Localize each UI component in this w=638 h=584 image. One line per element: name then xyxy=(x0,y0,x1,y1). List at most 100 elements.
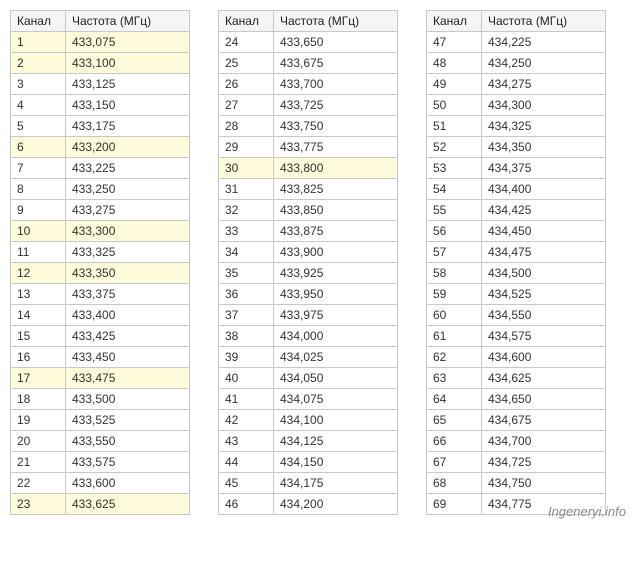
cell-channel: 50 xyxy=(427,95,482,116)
cell-frequency: 433,475 xyxy=(66,368,190,389)
cell-channel: 68 xyxy=(427,473,482,494)
cell-channel: 69 xyxy=(427,494,482,515)
cell-frequency: 434,100 xyxy=(274,410,398,431)
cell-frequency: 434,525 xyxy=(482,284,606,305)
table-row: 9433,275 xyxy=(11,200,190,221)
cell-frequency: 434,375 xyxy=(482,158,606,179)
cell-frequency: 434,700 xyxy=(482,431,606,452)
cell-frequency: 433,125 xyxy=(66,74,190,95)
cell-frequency: 433,300 xyxy=(66,221,190,242)
table-row: 17433,475 xyxy=(11,368,190,389)
cell-channel: 61 xyxy=(427,326,482,347)
table-row: 40434,050 xyxy=(219,368,398,389)
cell-channel: 52 xyxy=(427,137,482,158)
table-row: 7433,225 xyxy=(11,158,190,179)
cell-channel: 45 xyxy=(219,473,274,494)
frequency-tables: Канал Частота (МГц) 1433,0752433,1003433… xyxy=(10,10,628,515)
table-row: 68434,750 xyxy=(427,473,606,494)
cell-channel: 40 xyxy=(219,368,274,389)
cell-frequency: 433,375 xyxy=(66,284,190,305)
table-row: 38434,000 xyxy=(219,326,398,347)
cell-frequency: 433,325 xyxy=(66,242,190,263)
cell-frequency: 433,525 xyxy=(66,410,190,431)
cell-frequency: 434,050 xyxy=(274,368,398,389)
cell-frequency: 434,350 xyxy=(482,137,606,158)
cell-frequency: 433,350 xyxy=(66,263,190,284)
cell-channel: 10 xyxy=(11,221,66,242)
cell-frequency: 434,550 xyxy=(482,305,606,326)
cell-frequency: 434,400 xyxy=(482,179,606,200)
table-row: 66434,700 xyxy=(427,431,606,452)
table-row: 5433,175 xyxy=(11,116,190,137)
table-row: 35433,925 xyxy=(219,263,398,284)
table-row: 47434,225 xyxy=(427,32,606,53)
cell-frequency: 433,625 xyxy=(66,494,190,515)
cell-channel: 30 xyxy=(219,158,274,179)
cell-channel: 29 xyxy=(219,137,274,158)
cell-channel: 59 xyxy=(427,284,482,305)
col-channel: Канал xyxy=(427,11,482,32)
cell-channel: 20 xyxy=(11,431,66,452)
cell-frequency: 434,600 xyxy=(482,347,606,368)
table-row: 36433,950 xyxy=(219,284,398,305)
cell-channel: 42 xyxy=(219,410,274,431)
cell-channel: 26 xyxy=(219,74,274,95)
cell-frequency: 434,000 xyxy=(274,326,398,347)
cell-channel: 12 xyxy=(11,263,66,284)
freq-table-3: Канал Частота (МГц) 47434,22548434,25049… xyxy=(426,10,606,515)
table-header-row: Канал Частота (МГц) xyxy=(11,11,190,32)
table-row: 30433,800 xyxy=(219,158,398,179)
cell-frequency: 434,300 xyxy=(482,95,606,116)
cell-channel: 65 xyxy=(427,410,482,431)
cell-channel: 17 xyxy=(11,368,66,389)
table-row: 33433,875 xyxy=(219,221,398,242)
cell-channel: 32 xyxy=(219,200,274,221)
cell-channel: 38 xyxy=(219,326,274,347)
cell-channel: 36 xyxy=(219,284,274,305)
table-row: 60434,550 xyxy=(427,305,606,326)
cell-frequency: 434,475 xyxy=(482,242,606,263)
cell-frequency: 434,150 xyxy=(274,452,398,473)
watermark-text: Ingeneryi.info xyxy=(548,504,626,519)
table-row: 22433,600 xyxy=(11,473,190,494)
table-row: 26433,700 xyxy=(219,74,398,95)
col-channel: Канал xyxy=(11,11,66,32)
table-row: 58434,500 xyxy=(427,263,606,284)
cell-channel: 18 xyxy=(11,389,66,410)
table-body-3: 47434,22548434,25049434,27550434,3005143… xyxy=(427,32,606,515)
table-row: 21433,575 xyxy=(11,452,190,473)
cell-frequency: 434,200 xyxy=(274,494,398,515)
cell-frequency: 433,275 xyxy=(66,200,190,221)
freq-table-1: Канал Частота (МГц) 1433,0752433,1003433… xyxy=(10,10,190,515)
table-row: 51434,325 xyxy=(427,116,606,137)
cell-frequency: 433,450 xyxy=(66,347,190,368)
cell-frequency: 433,400 xyxy=(66,305,190,326)
cell-channel: 51 xyxy=(427,116,482,137)
table-row: 8433,250 xyxy=(11,179,190,200)
table-row: 41434,075 xyxy=(219,389,398,410)
table-row: 11433,325 xyxy=(11,242,190,263)
cell-channel: 60 xyxy=(427,305,482,326)
cell-frequency: 433,700 xyxy=(274,74,398,95)
cell-channel: 37 xyxy=(219,305,274,326)
cell-channel: 39 xyxy=(219,347,274,368)
cell-channel: 55 xyxy=(427,200,482,221)
cell-frequency: 433,650 xyxy=(274,32,398,53)
cell-channel: 34 xyxy=(219,242,274,263)
table-body-1: 1433,0752433,1003433,1254433,1505433,175… xyxy=(11,32,190,515)
cell-channel: 56 xyxy=(427,221,482,242)
table-header-row: Канал Частота (МГц) xyxy=(427,11,606,32)
table-row: 62434,600 xyxy=(427,347,606,368)
cell-channel: 28 xyxy=(219,116,274,137)
cell-channel: 35 xyxy=(219,263,274,284)
cell-channel: 22 xyxy=(11,473,66,494)
table-row: 55434,425 xyxy=(427,200,606,221)
table-body-2: 24433,65025433,67526433,70027433,7252843… xyxy=(219,32,398,515)
cell-frequency: 434,500 xyxy=(482,263,606,284)
table-row: 24433,650 xyxy=(219,32,398,53)
table-row: 32433,850 xyxy=(219,200,398,221)
table-row: 13433,375 xyxy=(11,284,190,305)
cell-channel: 21 xyxy=(11,452,66,473)
cell-frequency: 433,800 xyxy=(274,158,398,179)
cell-frequency: 433,575 xyxy=(66,452,190,473)
